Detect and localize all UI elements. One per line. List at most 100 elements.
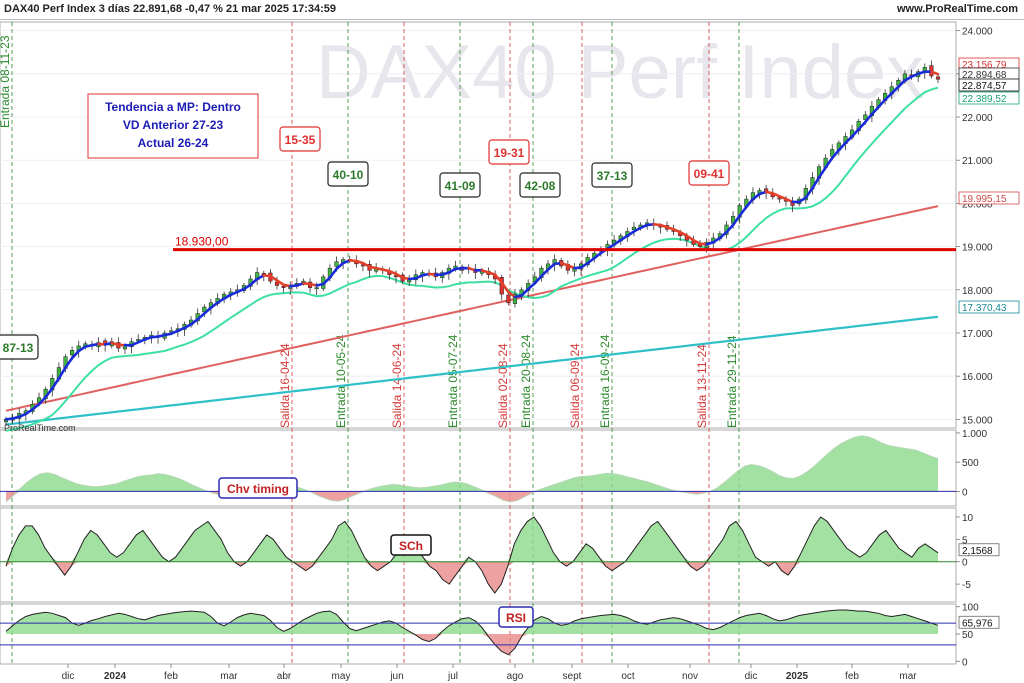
site-url[interactable]: www.ProRealTime.com	[896, 3, 1018, 15]
rsi-tick-label: 100	[962, 603, 979, 614]
candle-body	[631, 226, 636, 231]
price-tag-box	[958, 91, 1020, 105]
signal-box	[488, 139, 530, 165]
trend-segment	[249, 277, 259, 287]
price-tag-box	[958, 300, 1020, 314]
info-box: Tendencia a MP: Dentro VD Anterior 27-23…	[87, 93, 259, 159]
trend-segment	[57, 366, 67, 380]
x-tick-label: sept	[563, 671, 582, 682]
oscillator-title-box	[218, 477, 298, 499]
signal-text: 19-31	[494, 146, 525, 160]
signal-label: 42-08	[519, 172, 561, 198]
copyright: ProRealTime.com	[4, 423, 76, 433]
signal-label: 37-13	[591, 162, 633, 188]
trend-segment	[877, 98, 887, 109]
signal-text: 42-08	[525, 179, 556, 193]
event-label: Entrada 05-07-24	[446, 334, 460, 428]
trend-segment	[930, 70, 940, 76]
x-tick-label: mar	[899, 671, 917, 682]
x-tick-label: nov	[682, 671, 698, 682]
sch-tick-label: 10	[962, 513, 974, 524]
price-tag-last-price: 22.874,57	[962, 81, 1007, 92]
oscillator-title: SCh	[390, 534, 432, 556]
price-tag-box	[958, 78, 1020, 92]
event-label: Salida 16-04-24	[278, 343, 292, 428]
trend-segment	[328, 267, 338, 279]
trend-line	[4, 70, 940, 421]
trend-segment	[520, 287, 530, 297]
candle-body	[935, 76, 941, 80]
trend-segment	[626, 230, 636, 238]
ma-fast-line	[5, 86, 939, 432]
trend-segment	[579, 261, 589, 269]
signal-label: 09-41	[688, 160, 730, 186]
trend-segment	[37, 395, 47, 406]
trend-segment	[196, 312, 206, 321]
price-tag-upper-band: 23.156,79	[962, 60, 1007, 71]
candle	[631, 221, 636, 237]
event-label: Entrada 29-11-24	[725, 335, 739, 428]
x-tick-label: ago	[507, 671, 524, 682]
watermark: DAX40 Perf Index	[316, 30, 924, 115]
candle	[935, 74, 941, 84]
x-tick-label: feb	[164, 671, 178, 682]
sch-tick-label: -5	[962, 580, 971, 591]
trend-segment	[189, 318, 199, 326]
candle-body	[777, 197, 782, 200]
info-box-line-3: Actual 26-24	[138, 136, 209, 150]
x-axis: dic 2024 feb mar abr may jun jul ago sept oct nov di…	[62, 664, 917, 682]
ma-mid-line	[5, 205, 939, 412]
candle-body	[863, 114, 868, 120]
event-label: Salida 02-08-24	[496, 343, 510, 428]
signal-text: 87-13	[3, 341, 34, 355]
oscillator-title: RSI	[498, 606, 534, 628]
event-label: Salida 14-06-24	[390, 343, 404, 428]
chv-tick-label: 1.000	[962, 429, 987, 440]
trend-segment	[546, 262, 556, 271]
support-label: 18.930,00	[175, 235, 229, 249]
rsi-line	[5, 609, 939, 656]
candle-body	[136, 339, 141, 341]
trend-segment	[242, 283, 252, 291]
trend-segment	[897, 79, 907, 89]
trend-segment	[725, 223, 735, 234]
candle-body	[70, 350, 75, 356]
sch-line	[5, 516, 939, 594]
event-label: Salida 13-11-24	[695, 344, 709, 428]
x-tick-label: may	[332, 671, 351, 682]
trend-segment	[209, 301, 219, 310]
trend-segment	[500, 281, 510, 294]
trend-segment	[890, 85, 900, 95]
price-tag-slow-ma: 17.370,43	[962, 303, 1007, 314]
panel-chv	[0, 429, 957, 507]
trend-segment	[493, 273, 504, 284]
trend-segment	[804, 186, 814, 199]
signal-box	[0, 334, 39, 360]
grid	[0, 30, 956, 420]
trend-segment	[31, 402, 41, 411]
trend-segment	[612, 238, 623, 246]
chv-tick-label: 0	[962, 487, 968, 498]
trend-segment	[321, 276, 332, 286]
x-tick-label: abr	[277, 671, 292, 682]
trend-segment	[202, 306, 213, 315]
price-tag-box	[958, 191, 1020, 205]
oscillator-title-box	[498, 606, 534, 628]
candle-body	[334, 261, 339, 267]
trend-segment	[335, 261, 345, 271]
x-tick-label: jul	[447, 671, 458, 682]
trend-segment	[269, 274, 279, 282]
trend-segment	[745, 197, 755, 209]
oscillators: Chv timing SCh RSI	[0, 435, 956, 656]
x-tick-label: 2025	[786, 671, 809, 682]
x-tick-label: jun	[389, 671, 403, 682]
support-level: 18.930,00	[173, 235, 956, 252]
signal-text: 15-35	[285, 133, 316, 147]
chv-line	[5, 435, 939, 503]
price-tag-fast-ma: 22.389,52	[962, 94, 1007, 105]
signal-box	[519, 172, 561, 198]
x-tick-label: 2024	[104, 671, 127, 682]
signal-text: 09-41	[694, 167, 725, 181]
candle-body	[506, 294, 511, 303]
